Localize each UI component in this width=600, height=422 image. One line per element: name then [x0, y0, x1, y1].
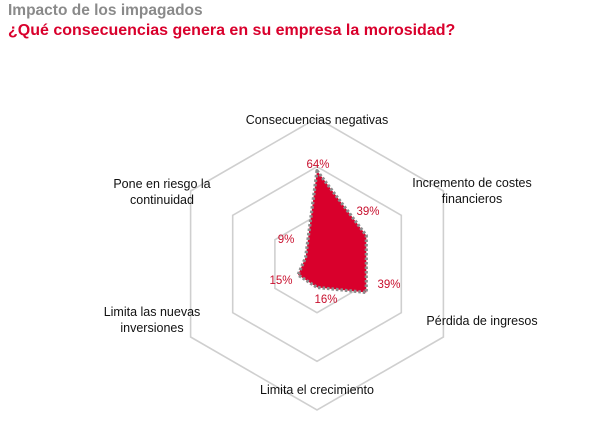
- value-labels: 64% 39% 39% 16% 15% 9%: [269, 159, 400, 306]
- radar-series: [296, 169, 368, 295]
- value-label: 9%: [278, 234, 295, 246]
- value-label: 15%: [269, 275, 292, 287]
- chart-question: ¿Qué consecuencias genera en su empresa …: [8, 22, 456, 39]
- value-label: 39%: [377, 279, 400, 291]
- grid-ring: [189, 117, 445, 411]
- grid-ring: [231, 165, 403, 363]
- category-label: Limita el crecimiento: [260, 383, 374, 397]
- value-label: 16%: [314, 294, 337, 306]
- series-area: [296, 169, 368, 295]
- category-label: Consecuencias negativas: [246, 113, 388, 127]
- value-label: 39%: [356, 206, 379, 218]
- category-labels: Consecuencias negativas Incremento de cos…: [104, 113, 538, 397]
- category-label: Limita las nuevas inversiones: [104, 305, 201, 335]
- value-label: 64%: [306, 159, 329, 171]
- category-label: Pone en riesgo la continuidad: [113, 177, 210, 207]
- page-title: Impacto de los impagados: [8, 2, 203, 19]
- category-label: Pérdida de ingresos: [426, 314, 537, 328]
- category-label: Incremento de costes financieros: [412, 176, 532, 206]
